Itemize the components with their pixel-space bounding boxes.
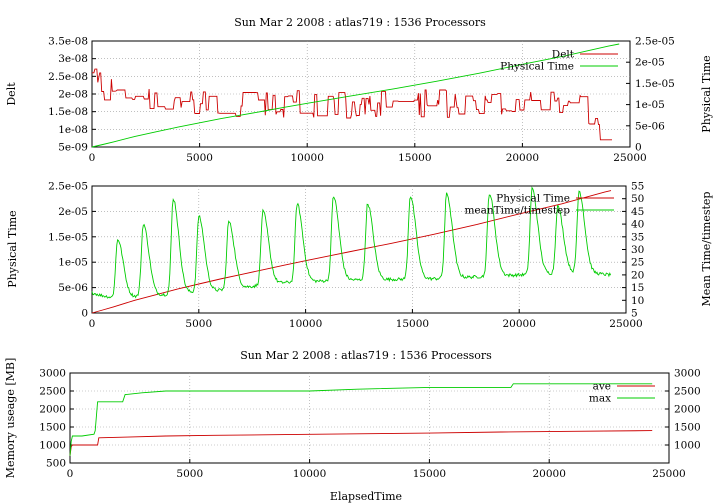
y2-tick-label: 20 — [631, 269, 644, 281]
y-axis-label: Memory useage [MB] — [4, 358, 17, 479]
y2-tick-label: 50 — [631, 193, 644, 205]
y2-tick-label: 25 — [631, 257, 644, 269]
y2-tick-label: 3000 — [674, 368, 701, 380]
y2-tick-label: 2000 — [674, 404, 701, 416]
y-tick-label: 1e-05 — [58, 257, 88, 269]
y2-axis-label: Mean Time/timestep — [700, 192, 713, 307]
bottom-title: Sun Mar 2 2008 : atlas719 : 1536 Process… — [240, 349, 492, 362]
x-tick-label: 20000 — [506, 152, 539, 164]
y2-tick-label: 2e-05 — [635, 57, 665, 69]
panel-memory-usage: 0 5000 10000 15000 20000 25000 500 1000 1500 200… — [4, 358, 701, 503]
y-tick-label: 0 — [81, 308, 88, 320]
y2-axis-label: Physical Time — [700, 55, 713, 132]
y-tick-label: 2000 — [39, 404, 66, 416]
x-tick-label: 5000 — [186, 152, 213, 164]
y2-tick-label: 15 — [631, 282, 644, 294]
y-tick-label: 2e-05 — [58, 206, 88, 218]
y-tick-label: 3000 — [39, 368, 66, 380]
y-tick-label: 1.5e-08 — [48, 106, 88, 118]
y2-tick-label: 45 — [631, 206, 644, 218]
x-axis-label: ElapsedTime — [330, 490, 402, 503]
y-tick-label: 500 — [46, 458, 66, 470]
series-line-physical-time — [91, 43, 620, 148]
y2-tick-label: 1500 — [674, 422, 701, 434]
y2-tick-label: 40 — [631, 219, 644, 231]
x-tick-label: 10000 — [290, 152, 323, 164]
x-tick-label: 5000 — [185, 318, 212, 330]
x-tick-label: 0 — [67, 468, 74, 480]
y-tick-label: 1500 — [39, 422, 66, 434]
x-tick-label: 0 — [89, 318, 96, 330]
y-tick-label: 2.5e-08 — [48, 71, 88, 83]
y2-tick-label: 0 — [635, 142, 642, 154]
series-line-meantime-timestep — [91, 186, 612, 299]
x-tick-label: 15000 — [398, 152, 431, 164]
y-tick-label: 1e-08 — [58, 124, 88, 136]
x-tick-label: 25000 — [652, 468, 685, 480]
y-tick-label: 5e-06 — [58, 282, 88, 294]
x-tick-label: 15000 — [413, 468, 446, 480]
y2-tick-label: 35 — [631, 231, 644, 243]
legend-label: Physical Time — [500, 61, 574, 73]
y2-tick-label: 2.5e-05 — [635, 36, 675, 48]
panel-delt-physical-time: 0 5000 10000 15000 20000 25000 5e-09 1e-08 1.5e… — [5, 36, 713, 165]
y-tick-label: 3.5e-08 — [48, 36, 88, 48]
x-tick-label: 15000 — [396, 318, 429, 330]
y-axis-label: Delt — [5, 82, 18, 106]
y2-tick-label: 1000 — [674, 440, 701, 452]
y2-tick-label: 1.5e-05 — [635, 78, 675, 90]
x-tick-label: 25000 — [609, 318, 642, 330]
y-tick-label: 2500 — [39, 386, 66, 398]
y-tick-label: 2e-08 — [58, 89, 88, 101]
y2-tick-label: 1e-05 — [635, 99, 665, 111]
series-line-delt — [92, 68, 612, 141]
x-tick-label: 10000 — [293, 468, 326, 480]
y2-tick-label: 5 — [631, 308, 638, 320]
x-tick-label: 10000 — [289, 318, 322, 330]
y-tick-label: 3e-08 — [58, 53, 88, 65]
legend-label: max — [589, 393, 611, 405]
series-line-ave — [69, 430, 653, 456]
y-tick-label: 1000 — [39, 440, 66, 452]
y-tick-label: 2.5e-05 — [48, 181, 88, 193]
plot-frame — [69, 372, 670, 464]
y2-tick-label: 2500 — [674, 386, 701, 398]
y2-tick-label: 55 — [631, 181, 644, 193]
legend-label: Delt — [552, 49, 575, 61]
y-tick-label: 5e-09 — [58, 142, 88, 154]
y2-tick-label: 30 — [631, 244, 644, 256]
legend-label: meanTime/timestep — [464, 205, 570, 217]
top-title: Sun Mar 2 2008 : atlas719 : 1536 Process… — [234, 16, 486, 29]
x-tick-label: 20000 — [532, 468, 565, 480]
series-line-physical-time — [91, 190, 612, 314]
legend-label: Physical Time — [496, 193, 570, 205]
panel-physical-time-mean-time: 0 5000 10000 15000 20000 25000 0 5e-06 1e-05 1.5… — [6, 181, 713, 331]
y-axis-label: Physical Time — [6, 210, 19, 287]
x-tick-label: 0 — [89, 152, 96, 164]
y2-tick-label: 10 — [631, 295, 644, 307]
x-tick-label: 25000 — [613, 152, 646, 164]
x-tick-label: 20000 — [502, 318, 535, 330]
legend-label: ave — [593, 381, 611, 393]
y2-tick-label: 5e-06 — [635, 120, 665, 132]
y-tick-label: 1.5e-05 — [48, 231, 88, 243]
series-line-max — [69, 383, 653, 456]
x-tick-label: 5000 — [176, 468, 203, 480]
